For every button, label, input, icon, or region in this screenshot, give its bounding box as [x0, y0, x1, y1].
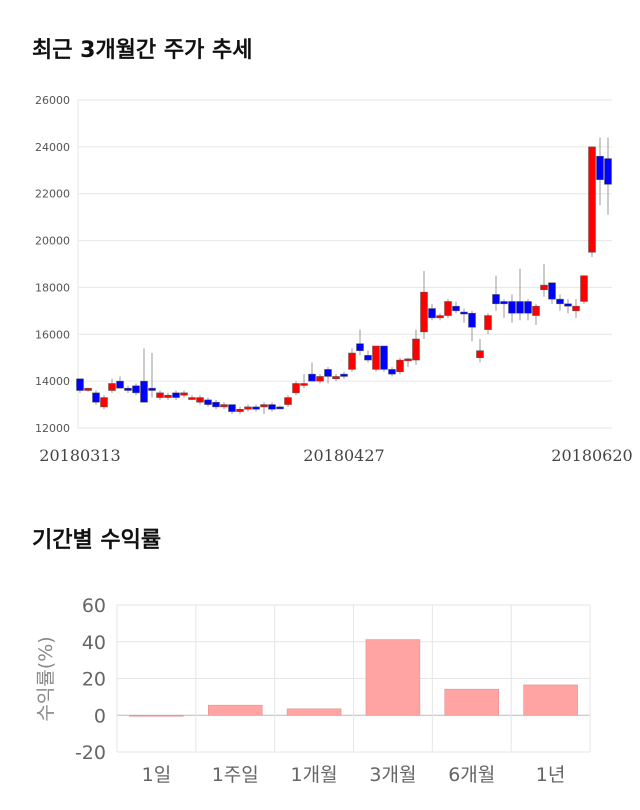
candle-body — [108, 383, 116, 391]
candle-body — [516, 301, 524, 314]
candle-body — [308, 373, 316, 382]
candle-body — [92, 392, 100, 403]
y-tick-label: 20 — [82, 669, 106, 691]
candle-body — [100, 397, 108, 408]
x-tick-label: 1주일 — [212, 764, 259, 786]
candle-body — [236, 409, 244, 412]
candle-body — [444, 301, 452, 316]
candle-body — [556, 298, 564, 305]
candle-body — [420, 291, 428, 333]
candle-body — [244, 406, 252, 410]
candle-body — [252, 406, 260, 410]
price-chart-title: 최근 3개월간 주가 추세 — [32, 38, 253, 63]
x-tick-label: 20180313 — [39, 446, 120, 465]
candle-body — [580, 275, 588, 302]
candle-body — [404, 358, 412, 362]
bar — [365, 639, 421, 716]
candle-body — [188, 397, 196, 400]
x-tick-label: 20180620 — [551, 446, 632, 465]
y-tick-label: 14000 — [35, 375, 70, 388]
candle-body — [476, 350, 484, 358]
candle-body — [204, 399, 212, 405]
y-tick-label: 40 — [82, 632, 106, 654]
candle-body — [276, 406, 284, 410]
candle-body — [84, 387, 92, 391]
candle-body — [284, 397, 292, 405]
y-tick-label: 16000 — [35, 328, 70, 341]
candle-body — [500, 301, 508, 305]
candle-body — [380, 345, 388, 370]
candle-body — [492, 294, 500, 305]
candle-body — [116, 380, 124, 389]
x-tick-label: 3개월 — [369, 764, 416, 786]
candle-body — [532, 305, 540, 316]
candle-body — [548, 282, 556, 300]
candle-body — [588, 146, 596, 253]
candle-body — [428, 308, 436, 319]
candle-body — [156, 392, 164, 398]
candle-body — [596, 155, 604, 180]
candle-body — [324, 369, 332, 377]
candle-body — [260, 404, 268, 408]
candle-body — [604, 158, 612, 185]
x-tick-label: 1개월 — [291, 764, 338, 786]
candle-body — [524, 301, 532, 314]
candle-body — [564, 303, 572, 307]
candle-body — [228, 404, 236, 412]
y-tick-label: 60 — [82, 595, 106, 617]
bar — [286, 708, 342, 716]
candle-body — [164, 394, 172, 398]
candle-body — [356, 343, 364, 351]
candle-body — [180, 392, 188, 396]
candle-body — [396, 359, 404, 373]
candle-body — [132, 385, 140, 394]
candle-body — [316, 376, 324, 382]
candle-body — [484, 315, 492, 330]
bar — [523, 684, 578, 716]
x-tick-label: 1일 — [142, 764, 172, 786]
y-tick-label: 20000 — [35, 235, 70, 248]
candle-body — [340, 373, 348, 377]
y-tick-label: 22000 — [35, 188, 70, 201]
y-tick-label: 18000 — [35, 281, 70, 294]
candle-body — [124, 387, 132, 391]
candle-body — [148, 387, 156, 391]
candle-body — [540, 284, 548, 291]
y-tick-label: 12000 — [35, 422, 70, 435]
candle-body — [468, 312, 476, 328]
candle-body — [220, 404, 228, 408]
y-tick-label: 26000 — [35, 94, 70, 107]
x-tick-label: 6개월 — [448, 764, 495, 786]
candle-body — [196, 397, 204, 403]
candle-body — [372, 345, 380, 370]
x-tick-label: 20180427 — [303, 446, 384, 465]
returns-chart-title: 기간별 수익률 — [32, 528, 162, 553]
candle-body — [300, 383, 308, 386]
candle-body — [412, 338, 420, 361]
bar — [444, 688, 499, 716]
x-tick-label: 1년 — [536, 764, 566, 786]
y-tick-label: 0 — [94, 705, 106, 727]
y-axis-label: 수익률(%) — [35, 636, 57, 721]
candle-body — [364, 355, 372, 361]
candle-body — [212, 401, 220, 408]
candle-body — [172, 392, 180, 398]
candle-body — [76, 378, 84, 391]
y-tick-label: 24000 — [35, 141, 70, 154]
candle-body — [460, 311, 468, 315]
candle-body — [140, 380, 148, 403]
candle-body — [436, 315, 444, 319]
candle-body — [348, 352, 356, 370]
candle-body — [388, 369, 396, 375]
candle-body — [268, 404, 276, 410]
bar — [208, 704, 263, 716]
candle-body — [292, 383, 300, 394]
candle-body — [332, 376, 340, 380]
bar — [129, 715, 184, 717]
y-tick-label: -20 — [75, 742, 106, 764]
candle-body — [508, 301, 516, 314]
candle-body — [572, 305, 580, 312]
candle-body — [452, 305, 460, 312]
